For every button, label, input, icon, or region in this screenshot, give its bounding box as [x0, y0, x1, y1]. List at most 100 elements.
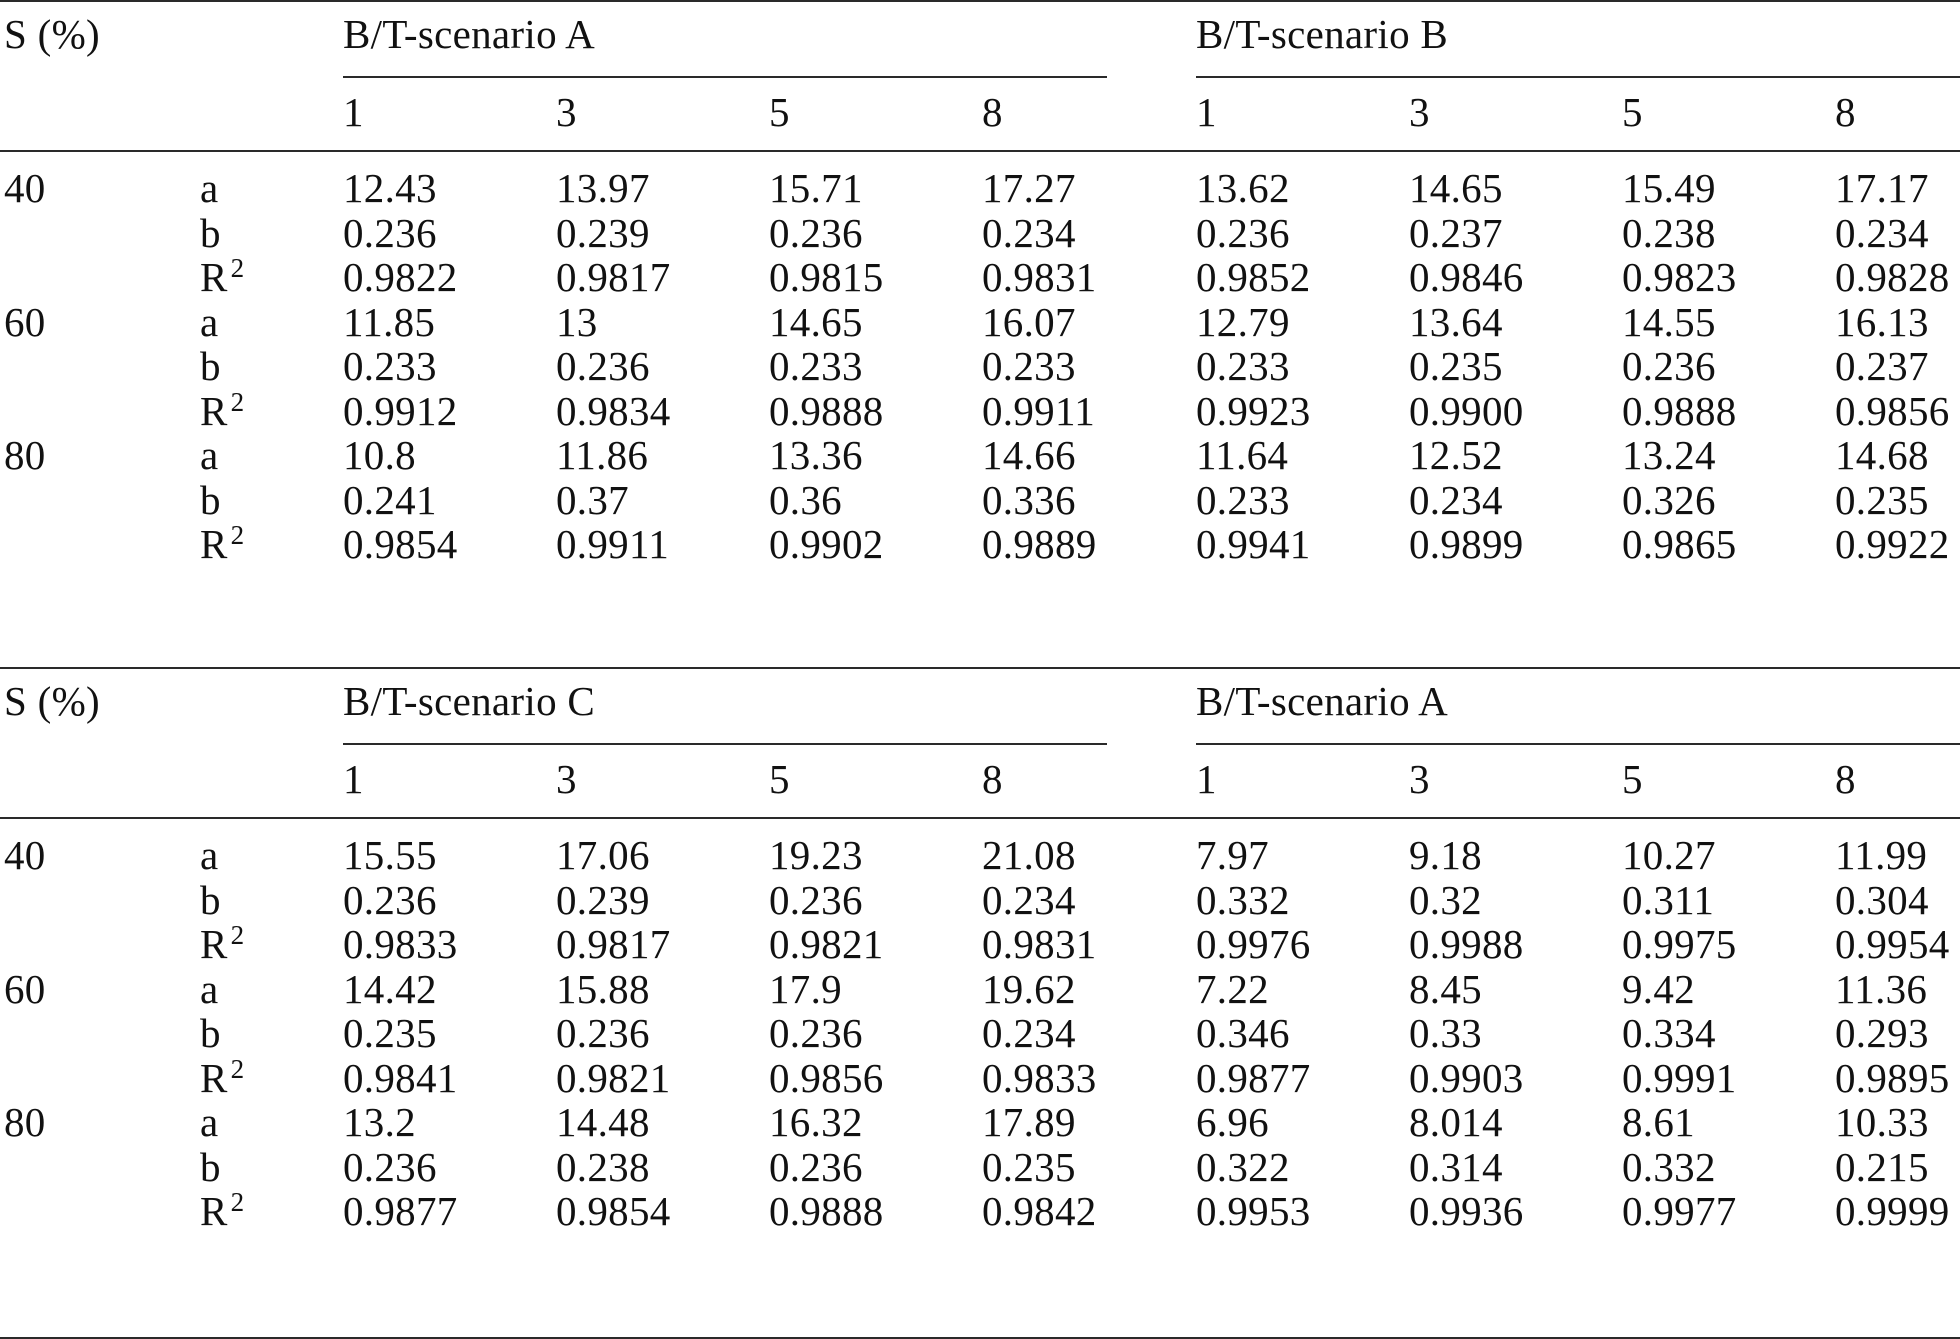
table-cell: 17.89	[982, 1099, 1076, 1145]
column-header: 1	[1196, 756, 1217, 802]
param-base: R	[200, 1188, 228, 1234]
table-cell: 0.9842	[982, 1188, 1097, 1234]
table-cell: 0.236	[343, 876, 437, 923]
table-cell: 0.233	[769, 343, 863, 389]
table-cell: 12.52	[1409, 432, 1503, 478]
table-cell: 0.9817	[556, 254, 671, 300]
table-cell: 14.66	[982, 432, 1076, 478]
column-header: 3	[1409, 756, 1430, 802]
param-superscript: 2	[230, 253, 245, 283]
table-cell: 0.322	[1196, 1143, 1290, 1190]
header-rule	[0, 817, 1960, 819]
table-cell: 19.23	[769, 832, 863, 878]
table-cell: 7.97	[1196, 832, 1269, 878]
table-cell: 0.9911	[982, 387, 1096, 434]
table-cell: 11.86	[556, 432, 649, 478]
table-cell: 0.236	[343, 209, 437, 256]
table-cell: 0.9975	[1622, 921, 1737, 967]
table-cell: 0.293	[1835, 1010, 1929, 1056]
table-cell: 0.37	[556, 476, 629, 523]
row-group-label: 40	[4, 165, 46, 211]
param-label: b	[200, 1143, 221, 1190]
table-cell: 0.9846	[1409, 254, 1524, 300]
table-cell: 0.241	[343, 476, 437, 523]
table-cell: 0.9912	[343, 387, 458, 434]
table-cell: 0.9877	[1196, 1054, 1311, 1101]
table-cell: 0.9999	[1835, 1188, 1950, 1234]
scenario-group-rule	[343, 743, 1107, 745]
bottom-rule	[0, 1337, 1960, 1339]
table-cell: 0.304	[1835, 876, 1929, 923]
table-cell: 7.22	[1196, 965, 1269, 1012]
column-header: 1	[343, 89, 364, 135]
top-rule	[0, 0, 1960, 2]
table-cell: 0.9922	[1835, 521, 1950, 567]
table-cell: 0.9888	[769, 1188, 884, 1234]
table-cell: 0.33	[1409, 1010, 1482, 1056]
column-header: 8	[1835, 89, 1856, 135]
table-cell: 0.9911	[556, 521, 670, 567]
table-cell: 0.236	[556, 1010, 650, 1056]
table-cell: 0.236	[1196, 209, 1290, 256]
table-cell: 15.88	[556, 965, 650, 1012]
table-cell: 0.9815	[769, 254, 884, 300]
table-cell: 0.336	[982, 476, 1076, 523]
column-header: 3	[556, 89, 577, 135]
table-cell: 0.332	[1196, 876, 1290, 923]
row-group-label: 60	[4, 965, 46, 1012]
column-header: 5	[769, 756, 790, 802]
table-cell: 13.97	[556, 165, 650, 211]
table-cell: 13.2	[343, 1099, 416, 1145]
scenario-group-rule	[343, 76, 1107, 78]
table-cell: 6.96	[1196, 1099, 1269, 1145]
table-cell: 0.9854	[343, 521, 458, 567]
table-cell: 0.236	[769, 209, 863, 256]
table-cell: 0.346	[1196, 1010, 1290, 1056]
param-base: R	[200, 387, 228, 434]
param-label: b	[200, 1010, 221, 1056]
table-cell: 0.236	[1622, 343, 1716, 389]
table-cell: 0.9831	[982, 254, 1097, 300]
table-cell: 0.236	[343, 1143, 437, 1190]
param-label: b	[200, 343, 221, 389]
table-cell: 0.9923	[1196, 387, 1311, 434]
scenario-header: B/T-scenario A	[343, 11, 596, 57]
scenario-group-rule	[1196, 743, 1960, 745]
table-cell: 14.48	[556, 1099, 650, 1145]
table-cell: 13.24	[1622, 432, 1716, 478]
table-cell: 11.85	[343, 298, 436, 345]
table-cell: 0.9941	[1196, 521, 1311, 567]
table-cell: 17.17	[1835, 165, 1929, 211]
table-cell: 0.238	[556, 1143, 650, 1190]
table-cell: 0.9834	[556, 387, 671, 434]
table-cell: 0.9903	[1409, 1054, 1524, 1101]
scenario-header: B/T-scenario B	[1196, 11, 1449, 57]
param-superscript: 2	[230, 1053, 245, 1084]
param-base: R	[200, 1054, 228, 1101]
table-cell: 17.06	[556, 832, 650, 878]
row-group-label: 60	[4, 298, 46, 345]
scenario-group-rule	[1196, 76, 1960, 78]
table-cell: 9.18	[1409, 832, 1482, 878]
table-cell: 0.9877	[343, 1188, 458, 1234]
table-cell: 0.9936	[1409, 1188, 1524, 1234]
param-label: b	[200, 209, 221, 256]
table-cell: 0.9899	[1409, 521, 1524, 567]
table-cell: 0.239	[556, 209, 650, 256]
table-cell: 0.334	[1622, 1010, 1716, 1056]
column-header-s: S (%)	[4, 678, 101, 724]
table-cell: 0.236	[556, 343, 650, 389]
table-cell: 0.9833	[343, 921, 458, 967]
table-cell: 15.49	[1622, 165, 1716, 211]
table-cell: 14.42	[343, 965, 437, 1012]
table-cell: 12.43	[343, 165, 437, 211]
table-cell: 12.79	[1196, 298, 1290, 345]
table-cell: 8.61	[1622, 1099, 1695, 1145]
top-rule	[0, 667, 1960, 669]
table-cell: 0.36	[769, 476, 842, 523]
row-group-label: 40	[4, 832, 46, 878]
table-cell: 0.9953	[1196, 1188, 1311, 1234]
